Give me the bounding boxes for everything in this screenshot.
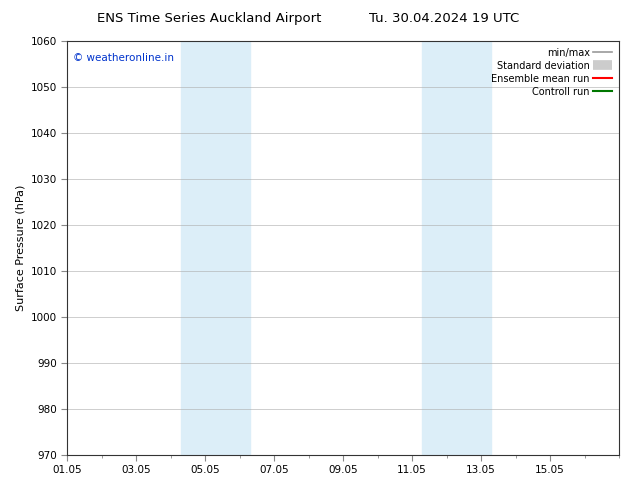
Text: © weatheronline.in: © weatheronline.in [73,53,174,64]
Legend: min/max, Standard deviation, Ensemble mean run, Controll run: min/max, Standard deviation, Ensemble me… [489,46,614,98]
Bar [422,41,491,455]
Text: ENS Time Series Auckland Airport: ENS Time Series Auckland Airport [97,12,321,25]
Y-axis label: Surface Pressure (hPa): Surface Pressure (hPa) [15,185,25,311]
Text: Tu. 30.04.2024 19 UTC: Tu. 30.04.2024 19 UTC [369,12,519,25]
Bar [181,41,250,455]
